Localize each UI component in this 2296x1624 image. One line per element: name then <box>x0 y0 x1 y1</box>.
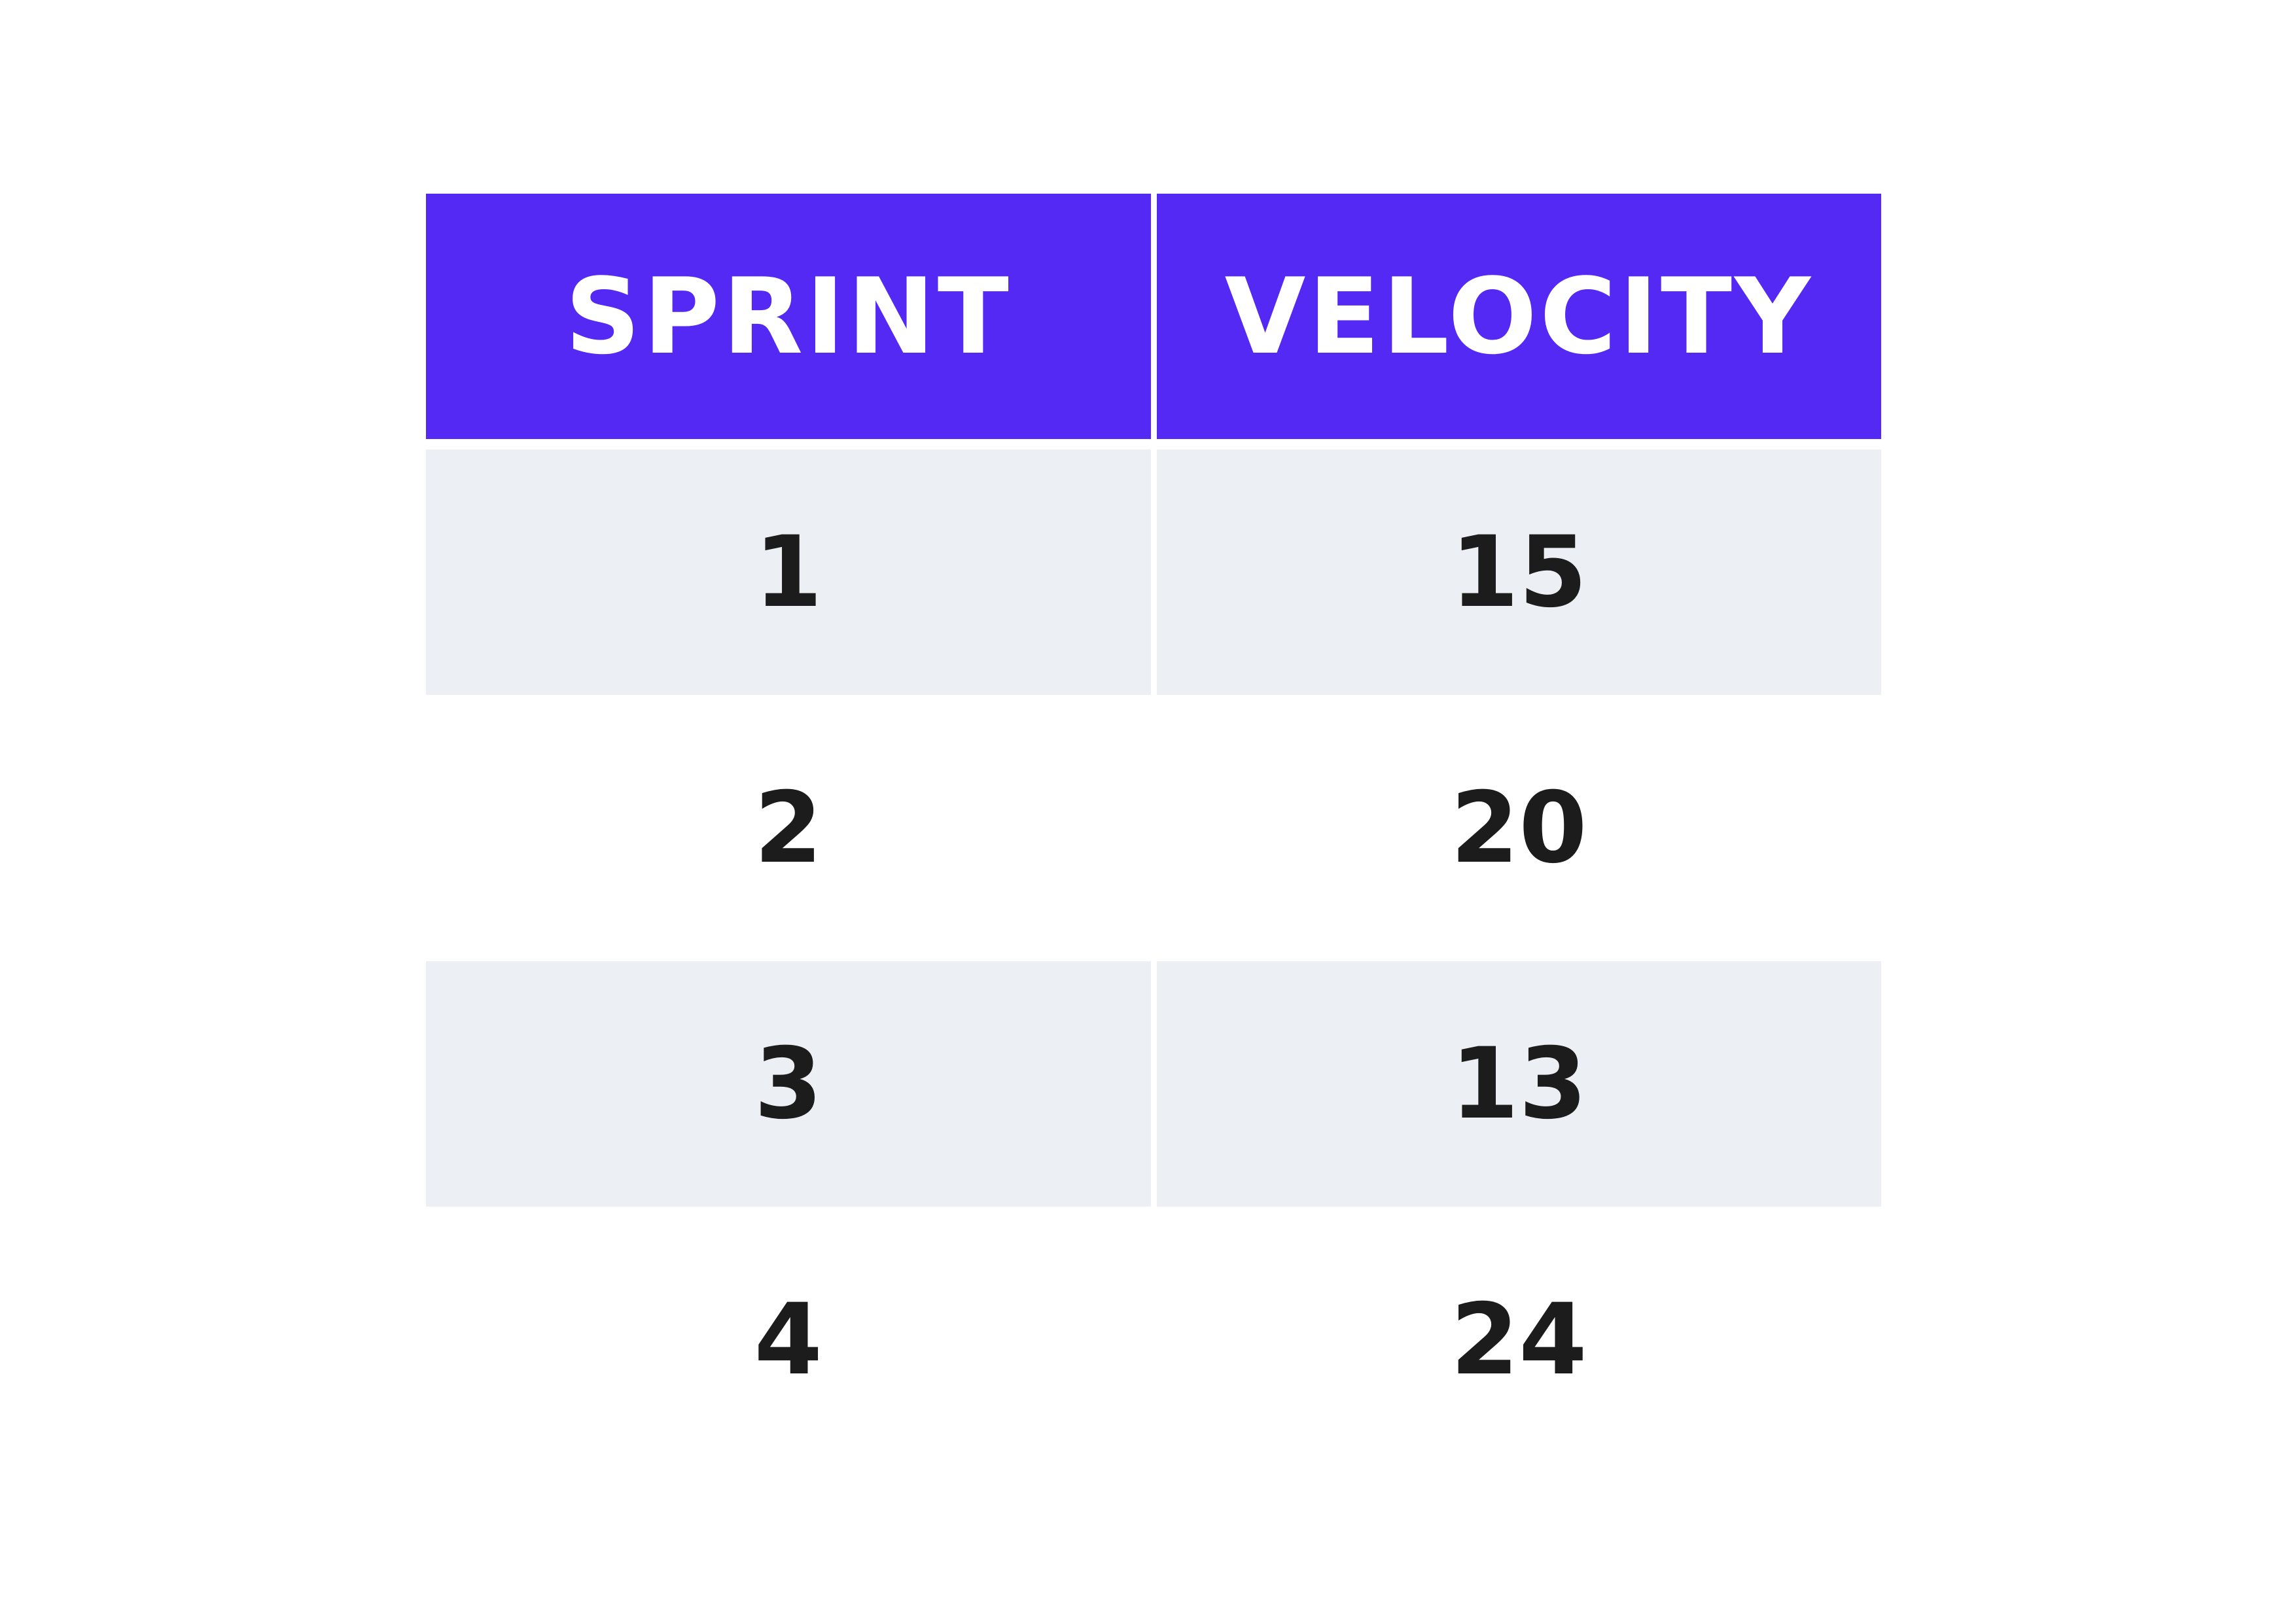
sprint-value: 4 <box>754 1282 822 1397</box>
velocity-cell: 13 <box>1156 961 1881 1207</box>
sprint-cell: 4 <box>426 1217 1151 1462</box>
sprint-cell: 2 <box>426 705 1151 951</box>
sprint-cell: 3 <box>426 961 1151 1207</box>
header-label-sprint: SPRINT <box>565 255 1012 378</box>
table-row: 2 20 <box>426 705 1881 951</box>
table-row: 4 24 <box>426 1217 1881 1462</box>
velocity-value: 24 <box>1450 1282 1587 1397</box>
header-label-velocity: VELOCITY <box>1224 255 1813 378</box>
header-cell-velocity: VELOCITY <box>1156 194 1881 439</box>
velocity-cell: 24 <box>1156 1217 1881 1462</box>
table-row: 3 13 <box>426 961 1881 1207</box>
data-table: SPRINT VELOCITY 1 15 2 20 3 13 4 <box>426 194 1881 1462</box>
sprint-value: 1 <box>754 515 822 629</box>
velocity-value: 13 <box>1450 1027 1587 1141</box>
table-row: 1 15 <box>426 450 1881 695</box>
header-cell-sprint: SPRINT <box>426 194 1151 439</box>
sprint-value: 3 <box>754 1027 822 1141</box>
sprint-cell: 1 <box>426 450 1151 695</box>
velocity-cell: 20 <box>1156 705 1881 951</box>
velocity-value: 15 <box>1450 515 1587 629</box>
velocity-value: 20 <box>1450 771 1587 885</box>
velocity-cell: 15 <box>1156 450 1881 695</box>
table-header-row: SPRINT VELOCITY <box>426 194 1881 439</box>
sprint-value: 2 <box>754 771 822 885</box>
